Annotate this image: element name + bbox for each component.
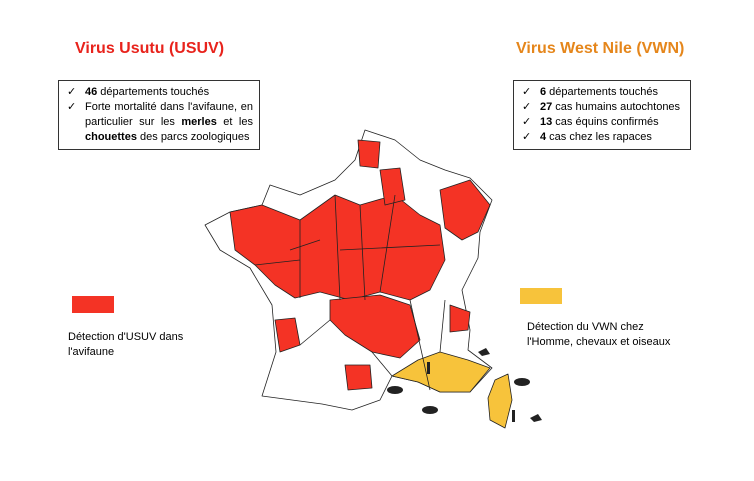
- usutu-region-east: [439, 179, 491, 241]
- text: cas équins confirmés: [552, 116, 659, 128]
- wnv-title: Virus West Nile (VWN): [516, 40, 685, 57]
- bold-text: 13: [540, 116, 553, 128]
- text: cas humains autochtones: [552, 101, 681, 113]
- usutu-legend: Détection d'USUV dans l'avifaune: [68, 331, 184, 358]
- bold-text: merles: [181, 116, 217, 128]
- department-borders: [254, 194, 446, 391]
- text: des parcs zoologiques: [136, 131, 250, 143]
- bold-text: 46: [85, 86, 98, 98]
- text: Forte mortalité dans l'avifaune, en part…: [85, 101, 253, 128]
- usutu-region-champagne: [379, 167, 406, 206]
- bullet-item: 46 départements touchés: [65, 85, 253, 100]
- bullet-item: 6 départements touchés: [520, 85, 684, 100]
- text: départements touchés: [97, 86, 210, 98]
- usutu-region-centre-south: [329, 294, 421, 359]
- wnv-legend: Détection du VWN chez l'Homme, chevaux e…: [527, 321, 671, 348]
- usutu-region-pyrenees: [344, 364, 373, 391]
- bullet-item: 4 cas chez les rapaces: [520, 130, 684, 145]
- wnv-box: 6 départements touchés27 cas humains aut…: [513, 80, 691, 150]
- wnv-swatch: [520, 288, 562, 304]
- text: départements touchés: [546, 86, 659, 98]
- usutu-box: 46 départements touchésForte mortalité d…: [58, 80, 260, 150]
- usutu-region-nord: [357, 139, 381, 169]
- bold-text: chouettes: [85, 131, 137, 143]
- usutu-swatch: [72, 296, 114, 313]
- text: cas chez les rapaces: [546, 131, 652, 143]
- animal-icons: [387, 348, 542, 422]
- bullet-item: Forte mortalité dans l'avifaune, en part…: [65, 100, 253, 145]
- wnv-region-corsica: [487, 373, 513, 429]
- bold-text: 4: [540, 131, 547, 143]
- usutu-region-alps: [449, 304, 471, 333]
- bold-text: 27: [540, 101, 553, 113]
- bullet-item: 27 cas humains autochtones: [520, 100, 684, 115]
- bullet-item: 13 cas équins confirmés: [520, 115, 684, 130]
- wnv-region-provence: [391, 351, 491, 393]
- text: et les: [216, 116, 253, 128]
- usutu-title: Virus Usutu (USUV): [75, 40, 225, 57]
- bold-text: 6: [540, 86, 547, 98]
